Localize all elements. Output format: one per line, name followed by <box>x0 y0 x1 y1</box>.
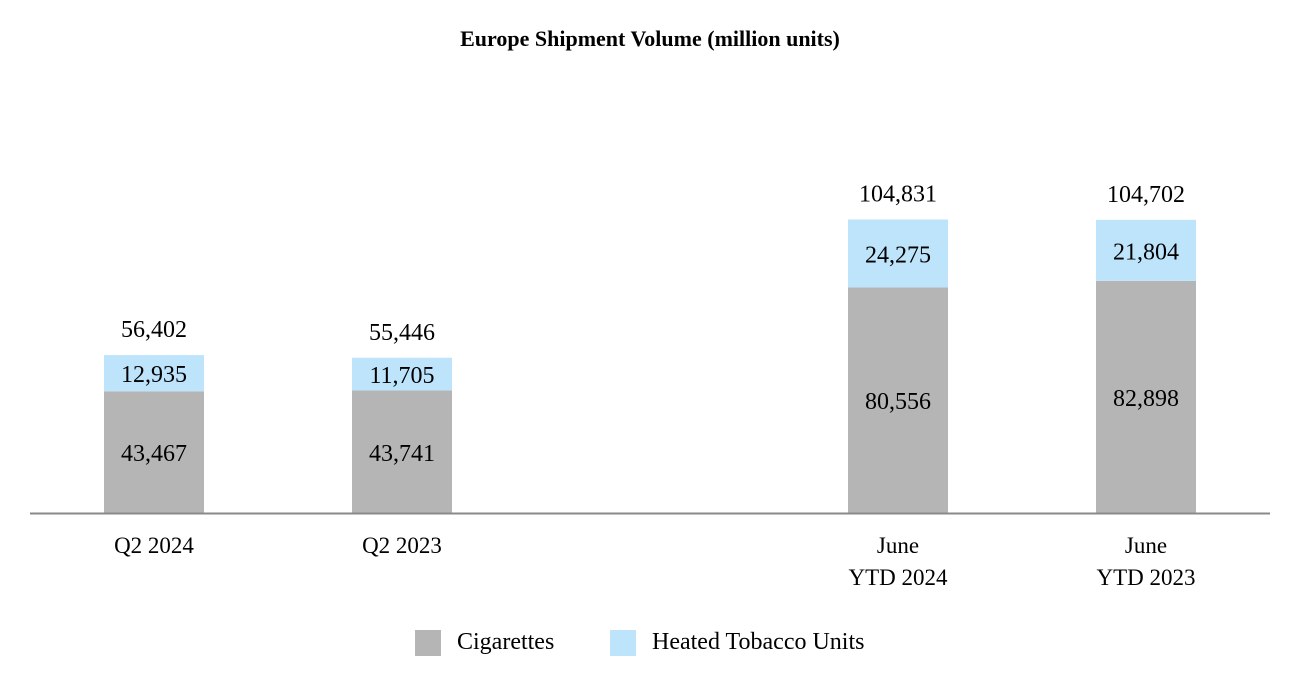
data-label-heated-tobacco-0: 12,935 <box>121 362 187 388</box>
bar-heated-tobacco-1 <box>352 357 452 391</box>
data-label-cigarettes-0: 43,467 <box>121 441 187 467</box>
legend-swatch-cigarettes <box>415 629 441 656</box>
x-tick-label-3-1: YTD 2023 <box>1096 565 1195 590</box>
legend-item-cigarettes: Cigarettes <box>415 629 554 656</box>
chart-title: Europe Shipment Volume (million units) <box>460 26 840 51</box>
legend-swatch-heated-tobacco-units <box>610 629 636 656</box>
data-label-cigarettes-1: 43,741 <box>369 441 435 467</box>
total-label-3: 104,702 <box>1107 182 1185 208</box>
x-tick-label-2-0: June <box>877 533 919 558</box>
data-label-heated-tobacco-2: 24,275 <box>865 242 931 268</box>
x-tick-label-1-0: Q2 2023 <box>362 533 442 558</box>
data-label-heated-tobacco-3: 21,804 <box>1113 239 1179 265</box>
legend-item-heated-tobacco-units: Heated Tobacco Units <box>610 629 864 656</box>
bar-heated-tobacco-3 <box>1096 219 1196 281</box>
legend-label-heated-tobacco-units: Heated Tobacco Units <box>652 629 865 655</box>
bar-cigarettes-3 <box>1096 280 1196 513</box>
total-label-0: 56,402 <box>121 317 187 343</box>
x-tick-label-3-0: June <box>1125 533 1167 558</box>
bar-cigarettes-2 <box>848 287 948 513</box>
bar-cigarettes-1 <box>352 390 452 513</box>
legend-label-cigarettes: Cigarettes <box>457 629 555 655</box>
bar-heated-tobacco-0 <box>104 355 204 392</box>
data-label-cigarettes-3: 82,898 <box>1113 386 1179 412</box>
x-tick-label-2-1: YTD 2024 <box>848 565 948 590</box>
bar-cigarettes-0 <box>104 391 204 513</box>
x-tick-label-0-0: Q2 2024 <box>114 533 194 558</box>
data-label-cigarettes-2: 80,556 <box>865 389 931 415</box>
total-label-1: 55,446 <box>369 320 435 346</box>
bar-heated-tobacco-2 <box>848 219 948 288</box>
total-label-2: 104,831 <box>859 181 937 207</box>
data-label-heated-tobacco-1: 11,705 <box>369 363 434 389</box>
